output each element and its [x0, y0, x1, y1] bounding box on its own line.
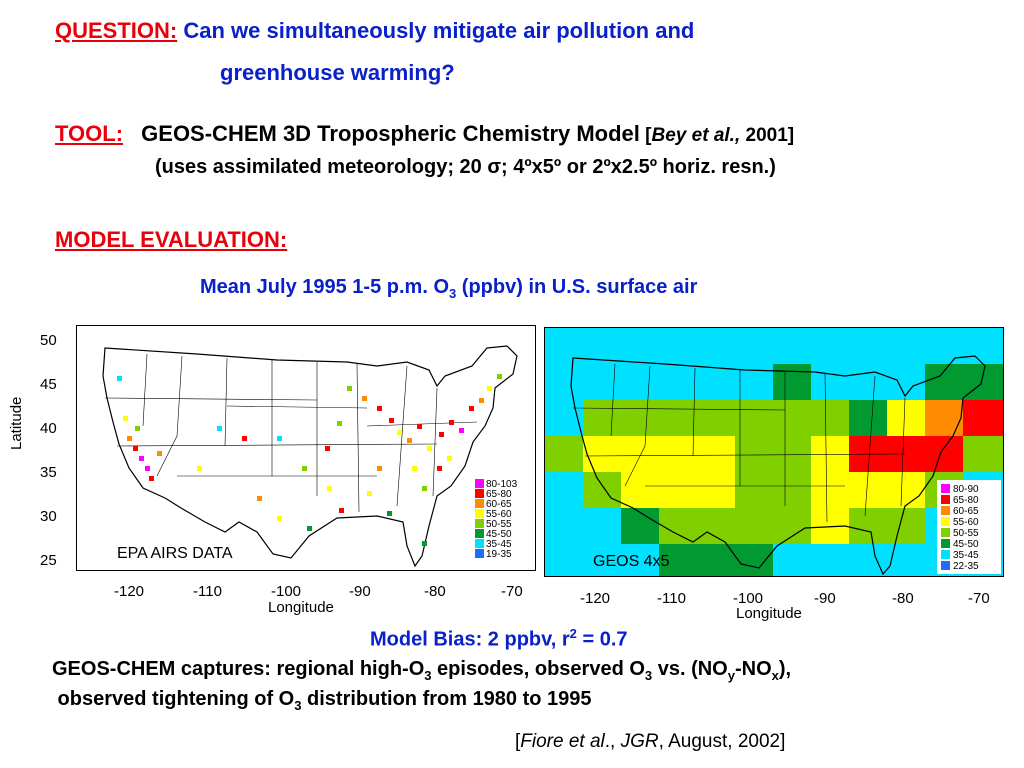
- epa-legend-label: 55-60: [486, 509, 512, 520]
- geos-legend-label: 50-55: [953, 528, 979, 539]
- geos-xtick: -100: [733, 590, 764, 607]
- epa-xtick: -110: [193, 583, 222, 600]
- epa-map-svg: EPA AIRS DATA 80-103 65-80 60-65 55-60 5…: [102, 345, 518, 568]
- citation-author: Fiore et al: [520, 731, 605, 752]
- epa-panel-label: EPA AIRS DATA: [117, 545, 233, 562]
- geos-xtick: -80: [892, 590, 914, 607]
- captures-text: ),: [778, 658, 792, 680]
- geos-map-area: GEOS 4x5 80-90 65-80 60-65 55-60 50-55 4…: [544, 327, 1004, 577]
- geos-xtick: -70: [968, 590, 990, 607]
- captures-sub: 3: [424, 668, 432, 683]
- geos-xtick: -90: [814, 590, 836, 607]
- epa-ytick: 30: [40, 508, 57, 525]
- model-bias-text-2: = 0.7: [576, 628, 628, 651]
- tool-label: TOOL:: [55, 121, 124, 146]
- geos-panel-label: GEOS 4x5: [593, 553, 670, 570]
- epa-legend-label: 80-103: [486, 479, 518, 490]
- captures-sub: x: [771, 668, 779, 683]
- model-bias-sup: 2: [569, 626, 577, 641]
- map-caption-sub: 3: [449, 286, 457, 301]
- captures-text: vs. (NO: [652, 658, 728, 680]
- captures-sub: 3: [644, 668, 653, 683]
- tool-ref-open: [: [639, 125, 652, 146]
- epa-legend-label: 35-45: [486, 539, 512, 550]
- epa-legend-label: 50-55: [486, 519, 512, 530]
- tool-model-name: GEOS-CHEM 3D Tropospheric Chemistry Mode…: [141, 121, 640, 146]
- question-text-2: greenhouse warming?: [220, 60, 455, 85]
- epa-ytick: 35: [40, 464, 57, 481]
- captures-text: GEOS-CHEM captures: regional high-O: [52, 658, 425, 680]
- map-caption-text-2: (ppbv) in U.S. surface air: [456, 276, 698, 298]
- geos-legend-label: 60-65: [953, 506, 979, 517]
- geos-xtick: -120: [580, 590, 611, 607]
- epa-station-points: [117, 374, 502, 546]
- tool-ref-author: Bey et al.,: [651, 125, 741, 146]
- epa-legend: 80-103 65-80 60-65 55-60 50-55 45-50 35-…: [475, 479, 518, 560]
- geos-legend-label: 55-60: [953, 517, 979, 528]
- epa-legend-label: 60-65: [486, 499, 512, 510]
- question-text-1: Can we simultaneously mitigate air pollu…: [183, 18, 695, 43]
- geos-legend: 80-90 65-80 60-65 55-60 50-55 45-50 35-4…: [941, 484, 979, 572]
- geos-legend-label: 65-80: [953, 495, 979, 506]
- us-outline: [102, 345, 518, 568]
- tool-line1: TOOL: GEOS-CHEM 3D Tropospheric Chemistr…: [55, 121, 794, 147]
- evaluation-label: MODEL EVALUATION:: [55, 227, 288, 252]
- citation-text: [: [515, 731, 521, 752]
- epa-legend-label: 65-80: [486, 489, 512, 500]
- geos-legend-label: 35-45: [953, 550, 979, 561]
- epa-ylabel: Latitude: [8, 396, 25, 450]
- geos-legend-label: 22-35: [953, 561, 979, 572]
- geos-map-figure: GEOS 4x5 80-90 65-80 60-65 55-60 50-55 4…: [540, 320, 1010, 622]
- captures-text: episodes, observed O: [431, 658, 645, 680]
- captures-text: distribution from 1980 to 1995: [301, 688, 592, 710]
- epa-xtick: -90: [349, 583, 371, 600]
- epa-xtick: -70: [501, 583, 523, 600]
- epa-xtick: -120: [114, 583, 145, 600]
- geos-legend-label: 80-90: [953, 484, 979, 495]
- citation-journal: JGR: [620, 731, 659, 752]
- geos-xlabel: Longitude: [736, 605, 802, 622]
- state-borders-overlay: [572, 363, 906, 523]
- epa-ytick: 25: [40, 552, 57, 569]
- captures-text: -NO: [734, 658, 772, 680]
- epa-legend-label: 19-35: [486, 549, 512, 560]
- question-line1: QUESTION: Can we simultaneously mitigate…: [55, 18, 694, 44]
- captures-line2: observed tightening of O3 distribution f…: [52, 688, 592, 713]
- captures-sub: y: [727, 668, 735, 683]
- citation-text: .,: [604, 731, 621, 752]
- epa-ytick: 45: [40, 376, 57, 393]
- citation-text: , August, 2002]: [658, 731, 786, 752]
- epa-xlabel: Longitude: [268, 599, 334, 616]
- epa-ytick: 40: [40, 420, 57, 437]
- tool-details: (uses assimilated meteorology; 20 σ; 4ºx…: [155, 156, 776, 178]
- epa-xtick: -80: [424, 583, 446, 600]
- map-caption: Mean July 1995 1-5 p.m. O3 (ppbv) in U.S…: [200, 276, 697, 301]
- geos-legend-label: 45-50: [953, 539, 979, 550]
- us-outline-overlay: [570, 355, 986, 576]
- model-bias: Model Bias: 2 ppbv, r2 = 0.7: [370, 626, 628, 652]
- epa-map-figure: Latitude 50 45 40 35 30 25: [0, 320, 540, 620]
- epa-legend-label: 45-50: [486, 529, 512, 540]
- captures-sub: 3: [294, 698, 302, 713]
- captures-line1: GEOS-CHEM captures: regional high-O3 epi…: [52, 658, 791, 683]
- question-label: QUESTION:: [55, 18, 178, 43]
- model-bias-text: Model Bias: 2 ppbv, r: [370, 628, 570, 651]
- geos-grid-cells: [545, 328, 1003, 576]
- epa-ytick: 50: [40, 332, 57, 349]
- geos-map-svg: GEOS 4x5 80-90 65-80 60-65 55-60 50-55 4…: [545, 328, 1003, 576]
- epa-map-area: EPA AIRS DATA 80-103 65-80 60-65 55-60 5…: [76, 325, 536, 571]
- geos-xtick: -110: [657, 590, 686, 607]
- captures-text: observed tightening of O: [52, 688, 295, 710]
- map-caption-text: Mean July 1995 1-5 p.m. O: [200, 276, 449, 298]
- epa-xtick: -100: [271, 583, 302, 600]
- citation: [Fiore et al., JGR, August, 2002]: [515, 731, 785, 753]
- tool-ref-close: 2001]: [740, 125, 795, 146]
